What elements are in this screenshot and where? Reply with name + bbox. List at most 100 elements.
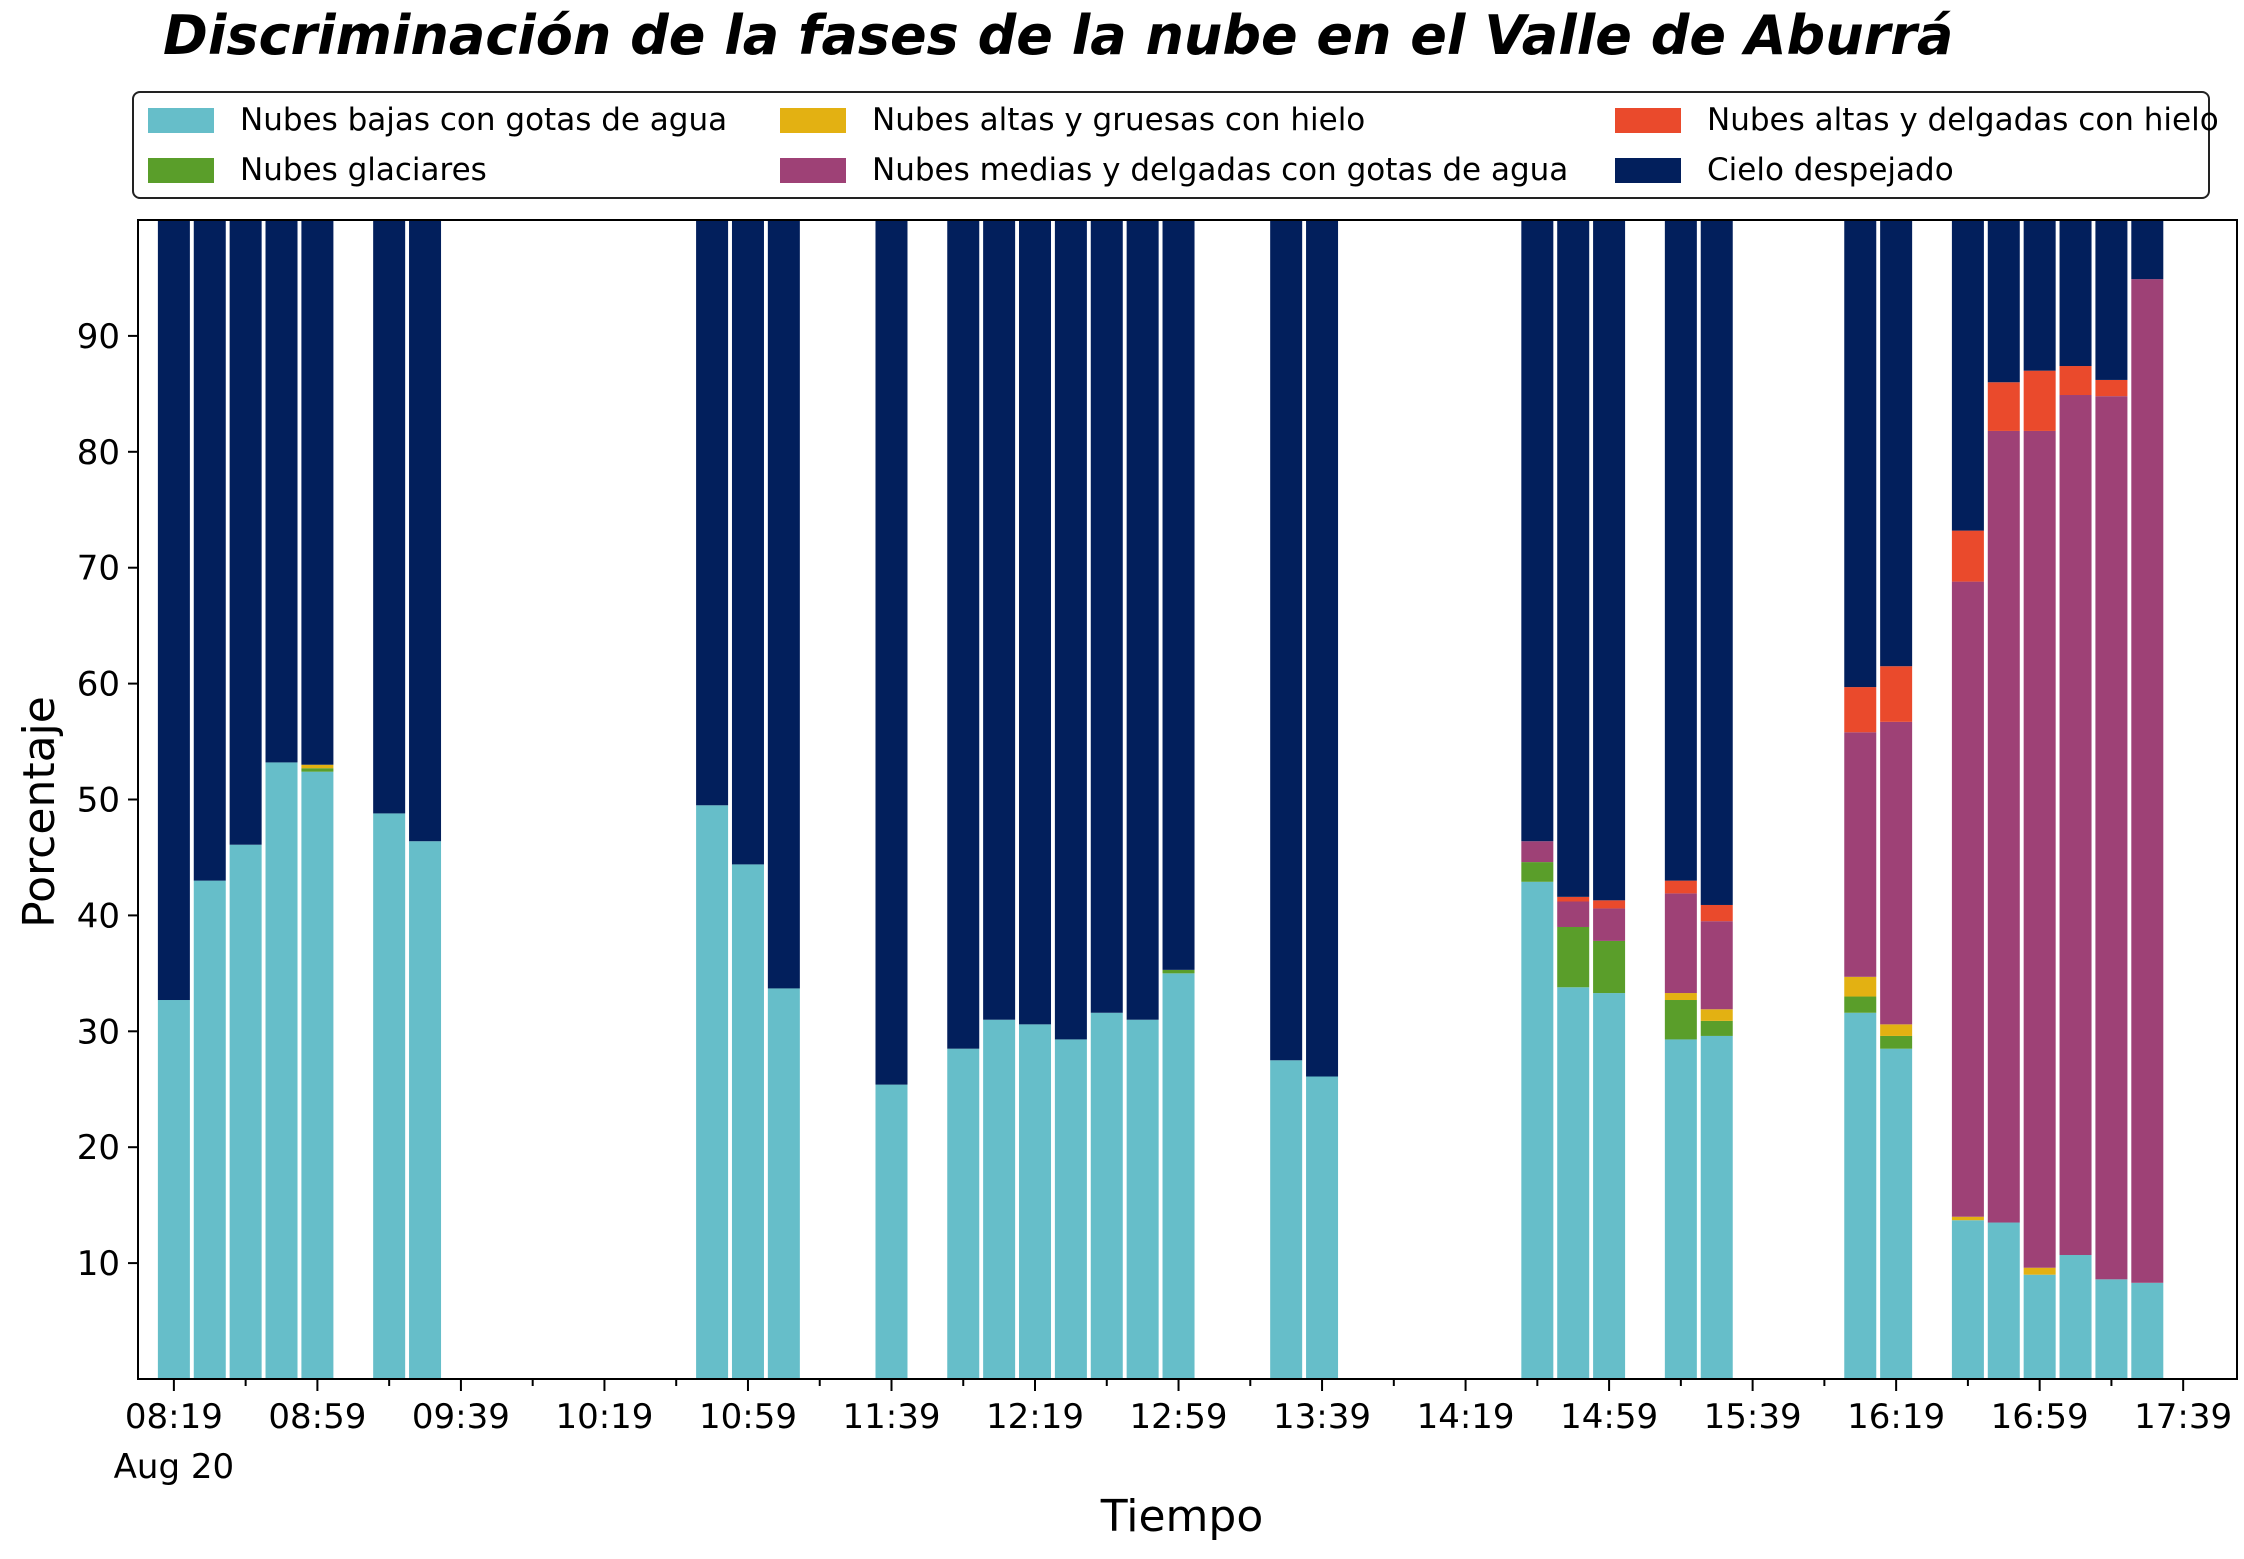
bar-segment [1951, 530, 1984, 582]
bar-segment [1593, 993, 1626, 1379]
bar-segment [1054, 220, 1087, 1040]
bar-segment [1700, 1009, 1733, 1021]
bar-segment [1162, 220, 1195, 970]
legend-item-nubes-bajas: Nubes bajas con gotas de agua [148, 100, 727, 140]
bar-segment [265, 220, 298, 763]
x-tick-label: 12:59 [1130, 1397, 1228, 1437]
bar-segment [1664, 993, 1697, 1000]
legend-swatch [148, 107, 214, 133]
bar-segment [1593, 908, 1626, 941]
bar-segment [2131, 279, 2164, 1283]
bar-segment [1880, 666, 1913, 722]
bar-segment [2095, 220, 2128, 380]
x-axis-title: Tiempo [1100, 1491, 1264, 1542]
bar-segment [1557, 896, 1590, 902]
bar-segment [875, 220, 908, 1085]
bar-segment [1700, 1020, 1733, 1036]
bar-segment [1700, 220, 1733, 905]
bar-segment [1270, 220, 1303, 1061]
bar-segment [157, 1000, 190, 1379]
bar-segment [2131, 1282, 2164, 1379]
bar-segment [193, 220, 226, 881]
x-tick-label: 14:19 [1417, 1397, 1515, 1437]
bar-segment [1880, 721, 1913, 1025]
bars-group [157, 220, 2164, 1379]
bar-segment [731, 864, 764, 1379]
bar-segment [1270, 1060, 1303, 1379]
bar-segment [1019, 1024, 1052, 1379]
bar-segment [1126, 1019, 1159, 1379]
bar-segment [983, 1019, 1016, 1379]
x-tick-label: 15:39 [1704, 1397, 1802, 1437]
bar-segment [767, 988, 800, 1379]
bar-segment [1880, 1024, 1913, 1036]
x-tick-label: 16:59 [1991, 1397, 2089, 1437]
bar-segment [1306, 1076, 1339, 1379]
bar-segment [157, 220, 190, 1001]
legend-label: Nubes bajas con gotas de agua [240, 102, 728, 138]
bar-segment [373, 220, 406, 814]
bar-segment [1126, 220, 1159, 1020]
bar-segment [193, 880, 226, 1379]
bar-segment [1664, 880, 1697, 894]
bar-segment [731, 220, 764, 865]
bar-segment [1521, 862, 1554, 882]
x-tick-label: 13:39 [1273, 1397, 1371, 1437]
bar-segment [1521, 220, 1554, 842]
bar-segment [301, 764, 334, 769]
bar-segment [1090, 220, 1123, 1013]
bar-segment [2059, 1254, 2092, 1379]
legend-item-nubes-altas-delgadas: Nubes altas y delgadas con hielo [1615, 100, 2219, 140]
y-tick-label: 40 [77, 896, 120, 936]
bar-segment [1880, 220, 1913, 667]
bar-segment [1054, 1039, 1087, 1379]
x-tick-label: 14:59 [1560, 1397, 1658, 1437]
x-tick-label: 09:39 [412, 1397, 510, 1437]
bar-segment [301, 768, 334, 772]
axes-group: 10 20 30 40 50 60 70 80 90 08:19 Aug 20 08:59 09:39 1… [77, 219, 2238, 1487]
bar-segment [947, 1048, 980, 1379]
bar-segment [1844, 976, 1877, 997]
bar-segment [875, 1084, 908, 1379]
bar-segment [1090, 1012, 1123, 1379]
bar-segment [2023, 430, 2056, 1268]
bar-segment [1593, 940, 1626, 994]
x-tick-label: 08:19 [125, 1397, 223, 1437]
legend-swatch [780, 107, 846, 133]
bar-segment [373, 813, 406, 1379]
bar-segment [1844, 687, 1877, 733]
y-tick-label: 10 [77, 1244, 120, 1284]
bar-segment [696, 220, 729, 806]
bar-segment [1593, 220, 1626, 901]
bar-segment [2131, 220, 2164, 280]
bar-segment [229, 220, 262, 845]
y-tick-label: 30 [77, 1012, 120, 1052]
legend-swatch [148, 157, 214, 183]
bar-segment [2023, 1274, 2056, 1379]
x-tick-label: 10:59 [699, 1397, 797, 1437]
legend-label: Nubes altas y delgadas con hielo [1707, 102, 2219, 138]
legend-swatch [1615, 157, 1681, 183]
legend: Nubes bajas con gotas de agua Nubes glac… [132, 91, 2219, 199]
bar-segment [301, 771, 334, 1379]
legend-item-cielo-despejado: Cielo despejado [1615, 150, 1954, 190]
legend-item-nubes-glaciares: Nubes glaciares [148, 150, 487, 190]
y-tick-label: 60 [77, 665, 120, 705]
legend-item-nubes-altas-gruesas: Nubes altas y gruesas con hielo [780, 100, 1365, 140]
bar-segment [1557, 926, 1590, 988]
bar-segment [2059, 220, 2092, 367]
x-tick-label: 11:39 [842, 1397, 940, 1437]
bar-segment [1951, 1220, 1984, 1379]
bar-segment [2023, 1267, 2056, 1275]
bar-segment [229, 844, 262, 1379]
legend-label: Nubes altas y gruesas con hielo [872, 102, 1366, 138]
bar-segment [767, 220, 800, 989]
bar-segment [947, 220, 980, 1049]
bar-segment [1987, 430, 2020, 1223]
bar-segment [1700, 904, 1733, 922]
bar-segment [1880, 1048, 1913, 1379]
bar-segment [1019, 220, 1052, 1025]
bar-segment [1844, 996, 1877, 1013]
bar-segment [409, 841, 442, 1379]
